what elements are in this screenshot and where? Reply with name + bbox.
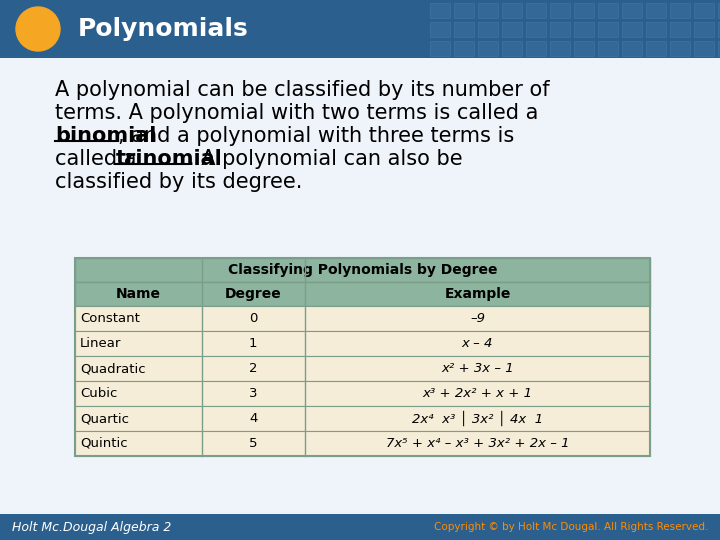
Text: Name: Name: [116, 287, 161, 301]
Text: Polynomials: Polynomials: [78, 17, 248, 41]
Bar: [75, 431, 650, 456]
Text: Copyright © by Holt Mc Dougal. All Rights Reserved.: Copyright © by Holt Mc Dougal. All Right…: [433, 522, 708, 532]
Text: Constant: Constant: [80, 312, 140, 325]
Bar: [454, 22, 474, 37]
Bar: [574, 3, 594, 18]
Text: 2: 2: [249, 362, 258, 375]
Bar: [694, 22, 714, 37]
Bar: [718, 3, 720, 18]
Bar: [574, 41, 594, 56]
Bar: [598, 41, 618, 56]
Bar: [478, 3, 498, 18]
Text: x – 4: x – 4: [462, 337, 493, 350]
Text: Cubic: Cubic: [80, 387, 117, 400]
Text: 4: 4: [249, 412, 258, 425]
Bar: [502, 41, 522, 56]
Bar: [718, 41, 720, 56]
Text: Linear: Linear: [80, 337, 122, 350]
Text: Quadratic: Quadratic: [80, 362, 145, 375]
Bar: [526, 41, 546, 56]
Bar: [718, 22, 720, 37]
Text: 3: 3: [249, 387, 258, 400]
Bar: [598, 22, 618, 37]
Text: 0: 0: [249, 312, 258, 325]
Text: . A polynomial can also be: . A polynomial can also be: [188, 149, 463, 169]
Bar: [526, 3, 546, 18]
Bar: [694, 3, 714, 18]
Bar: [454, 3, 474, 18]
Bar: [646, 3, 666, 18]
Bar: [454, 41, 474, 56]
Bar: [526, 22, 546, 37]
Bar: [622, 22, 642, 37]
Bar: [75, 282, 650, 306]
Bar: [478, 22, 498, 37]
Text: classified by its degree.: classified by its degree.: [55, 172, 302, 192]
Circle shape: [16, 7, 60, 51]
Bar: [75, 258, 650, 456]
Bar: [430, 22, 450, 37]
Text: Classifying Polynomials by Degree: Classifying Polynomials by Degree: [228, 263, 498, 277]
Bar: [622, 41, 642, 56]
Bar: [75, 331, 650, 356]
Bar: [0, 0, 720, 58]
Text: Example: Example: [444, 287, 510, 301]
Text: terms. A polynomial with two terms is called a: terms. A polynomial with two terms is ca…: [55, 103, 539, 123]
Bar: [0, 514, 720, 540]
Text: –9: –9: [470, 312, 485, 325]
Text: trinomial: trinomial: [116, 149, 222, 169]
Bar: [75, 258, 650, 282]
Bar: [694, 41, 714, 56]
Text: Degree: Degree: [225, 287, 282, 301]
Bar: [478, 41, 498, 56]
Text: , and a polynomial with three terms is: , and a polynomial with three terms is: [118, 126, 514, 146]
Bar: [430, 3, 450, 18]
Bar: [75, 356, 650, 381]
Text: Quintic: Quintic: [80, 437, 127, 450]
Bar: [550, 41, 570, 56]
Text: x³ + 2x² + x + 1: x³ + 2x² + x + 1: [423, 387, 533, 400]
Bar: [75, 306, 650, 331]
Text: 5: 5: [249, 437, 258, 450]
Bar: [502, 3, 522, 18]
Bar: [574, 22, 594, 37]
Text: Holt Mc.Dougal Algebra 2: Holt Mc.Dougal Algebra 2: [12, 521, 171, 534]
Text: Quartic: Quartic: [80, 412, 129, 425]
Bar: [502, 22, 522, 37]
Bar: [550, 22, 570, 37]
Bar: [598, 3, 618, 18]
Bar: [75, 381, 650, 406]
Bar: [646, 41, 666, 56]
Text: 1: 1: [249, 337, 258, 350]
Bar: [646, 22, 666, 37]
Bar: [670, 41, 690, 56]
Text: called a: called a: [55, 149, 143, 169]
Bar: [550, 3, 570, 18]
Bar: [430, 41, 450, 56]
Bar: [670, 22, 690, 37]
Text: 7x⁵ + x⁴ – x³ + 3x² + 2x – 1: 7x⁵ + x⁴ – x³ + 3x² + 2x – 1: [386, 437, 570, 450]
Text: 2x⁴  x³ │ 3x² │ 4x  1: 2x⁴ x³ │ 3x² │ 4x 1: [412, 411, 543, 426]
Bar: [670, 3, 690, 18]
Bar: [622, 3, 642, 18]
Bar: [75, 406, 650, 431]
Text: binomial: binomial: [55, 126, 156, 146]
Text: A polynomial can be classified by its number of: A polynomial can be classified by its nu…: [55, 80, 549, 100]
Text: x² + 3x – 1: x² + 3x – 1: [441, 362, 514, 375]
